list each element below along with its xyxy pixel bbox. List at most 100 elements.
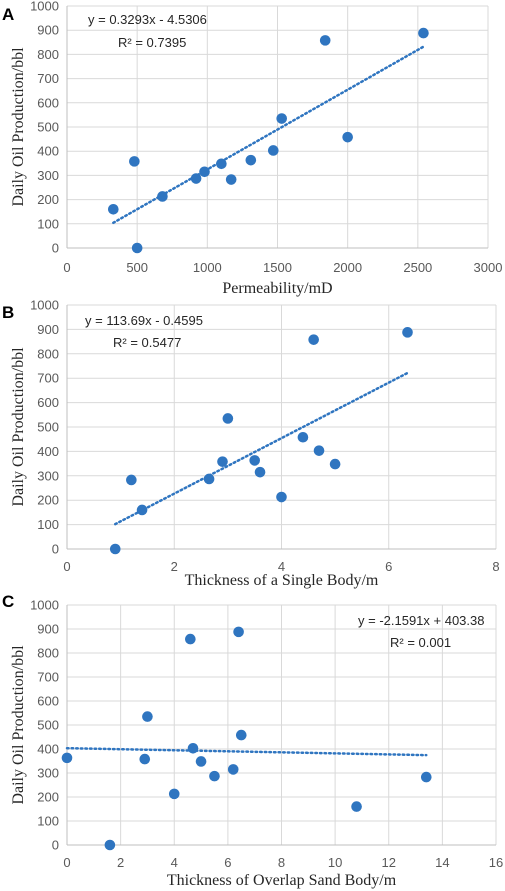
- y-tick-label: 200: [37, 192, 59, 207]
- x-axis-label: Permeability/mD: [222, 280, 332, 297]
- r-squared-label: R² = 0.001: [390, 635, 451, 650]
- data-point: [108, 203, 119, 215]
- y-tick-label: 1000: [30, 598, 59, 613]
- y-tick-label: 600: [37, 694, 59, 709]
- data-point: [131, 242, 143, 254]
- x-tick-label: 16: [489, 855, 503, 870]
- data-point: [157, 191, 168, 202]
- y-tick-label: 0: [52, 542, 59, 557]
- data-point: [276, 113, 288, 124]
- y-tick-label: 0: [52, 838, 59, 853]
- y-tick-label: 200: [37, 790, 59, 805]
- x-tick-label: 4: [278, 559, 285, 574]
- x-tick-label: 6: [385, 559, 392, 574]
- y-tick-label: 100: [37, 216, 59, 231]
- data-point: [249, 455, 260, 466]
- data-point: [217, 456, 228, 467]
- data-point: [109, 543, 121, 555]
- data-point: [402, 327, 413, 338]
- trendline: [114, 371, 409, 526]
- x-tick-label: 0: [63, 855, 70, 870]
- panel-letter: B: [2, 303, 14, 322]
- data-point: [267, 145, 279, 156]
- data-point: [199, 166, 210, 178]
- y-tick-label: 300: [37, 168, 59, 183]
- y-tick-label: 200: [37, 493, 59, 508]
- y-tick-label: 400: [37, 742, 59, 757]
- y-axis-label: Daily Oil Production/bbl: [10, 347, 27, 507]
- y-tick-label: 700: [37, 670, 59, 685]
- data-point: [187, 742, 199, 754]
- data-point: [245, 154, 257, 166]
- data-point: [276, 491, 287, 503]
- data-point: [319, 35, 331, 46]
- chart-panel-b: 0 100 200 300 400 500 600 700 800 900 1000 0 2 4 6 8 B Th…: [2, 298, 500, 590]
- y-tick-label: 600: [37, 95, 59, 110]
- data-point: [61, 752, 73, 764]
- panel-letter: C: [2, 592, 14, 611]
- data-point: [418, 27, 429, 39]
- y-tick-label: 800: [37, 47, 59, 62]
- x-tick-label: 12: [382, 855, 396, 870]
- x-tick-label: 2000: [333, 260, 362, 275]
- data-point: [313, 445, 325, 456]
- y-tick-label: 500: [37, 718, 59, 733]
- y-tick-label: 1000: [30, 298, 59, 313]
- y-tick-label: 700: [37, 71, 59, 86]
- x-tick-label: 2: [117, 855, 124, 870]
- y-tick-label: 600: [37, 395, 59, 410]
- y-tick-label: 500: [37, 120, 59, 135]
- y-tick-label: 900: [37, 622, 59, 637]
- y-tick-label: 300: [37, 468, 59, 483]
- x-tick-label: 0: [63, 260, 70, 275]
- y-tick-label: 800: [37, 646, 59, 661]
- x-tick-label: 14: [435, 855, 449, 870]
- x-tick-label: 8: [278, 855, 285, 870]
- data-point: [190, 173, 202, 184]
- data-point: [254, 466, 266, 478]
- trendline: [65, 746, 428, 757]
- x-tick-label: 0: [63, 559, 70, 574]
- data-point: [195, 756, 207, 767]
- y-tick-label: 100: [37, 814, 59, 829]
- data-point: [420, 771, 432, 783]
- data-point: [225, 174, 237, 185]
- data-point: [216, 158, 227, 170]
- data-point: [136, 504, 148, 516]
- y-tick-label: 800: [37, 346, 59, 361]
- data-point: [222, 413, 234, 424]
- y-tick-label: 900: [37, 322, 59, 337]
- chart-panel-a: 0 100 200 300 400 500 600 700 800 900 1000 0 500 1000…: [2, 0, 502, 297]
- data-point: [126, 474, 137, 486]
- data-point: [329, 458, 341, 470]
- data-point: [142, 711, 153, 722]
- chart-panel-c: 0 100 200 300 400 500 600 700 800 900 1000 0 2 4 6 8 10 1…: [2, 592, 503, 889]
- x-tick-label: 500: [126, 260, 148, 275]
- x-tick-label: 2500: [403, 260, 432, 275]
- r-squared-label: R² = 0.7395: [118, 35, 186, 50]
- x-tick-label: 1500: [263, 260, 292, 275]
- data-point: [203, 473, 215, 485]
- trendline-equation: y = 0.3293x - 4.5306: [88, 12, 207, 27]
- trendline-equation: y = 113.69x - 0.4595: [85, 313, 203, 328]
- data-point: [209, 770, 220, 782]
- data-point: [233, 626, 244, 638]
- y-tick-label: 400: [37, 144, 59, 159]
- x-tick-label: 6: [224, 855, 231, 870]
- x-tick-label: 3000: [474, 260, 503, 275]
- data-point: [342, 131, 353, 143]
- x-tick-label: 4: [171, 855, 178, 870]
- panel-letter: A: [2, 5, 14, 24]
- x-axis-label: Thickness of Overlap Sand Body/m: [167, 872, 397, 889]
- data-point: [139, 753, 151, 765]
- data-point: [297, 431, 309, 443]
- y-tick-label: 900: [37, 23, 59, 38]
- data-point: [351, 801, 362, 812]
- y-tick-label: 1000: [30, 0, 59, 14]
- y-tick-label: 500: [37, 420, 59, 435]
- x-axis-label: Thickness of a Single Body/m: [185, 572, 379, 589]
- y-tick-label: 700: [37, 371, 59, 386]
- data-point: [308, 334, 319, 345]
- trendline-equation: y = -2.1591x + 403.38: [358, 613, 484, 628]
